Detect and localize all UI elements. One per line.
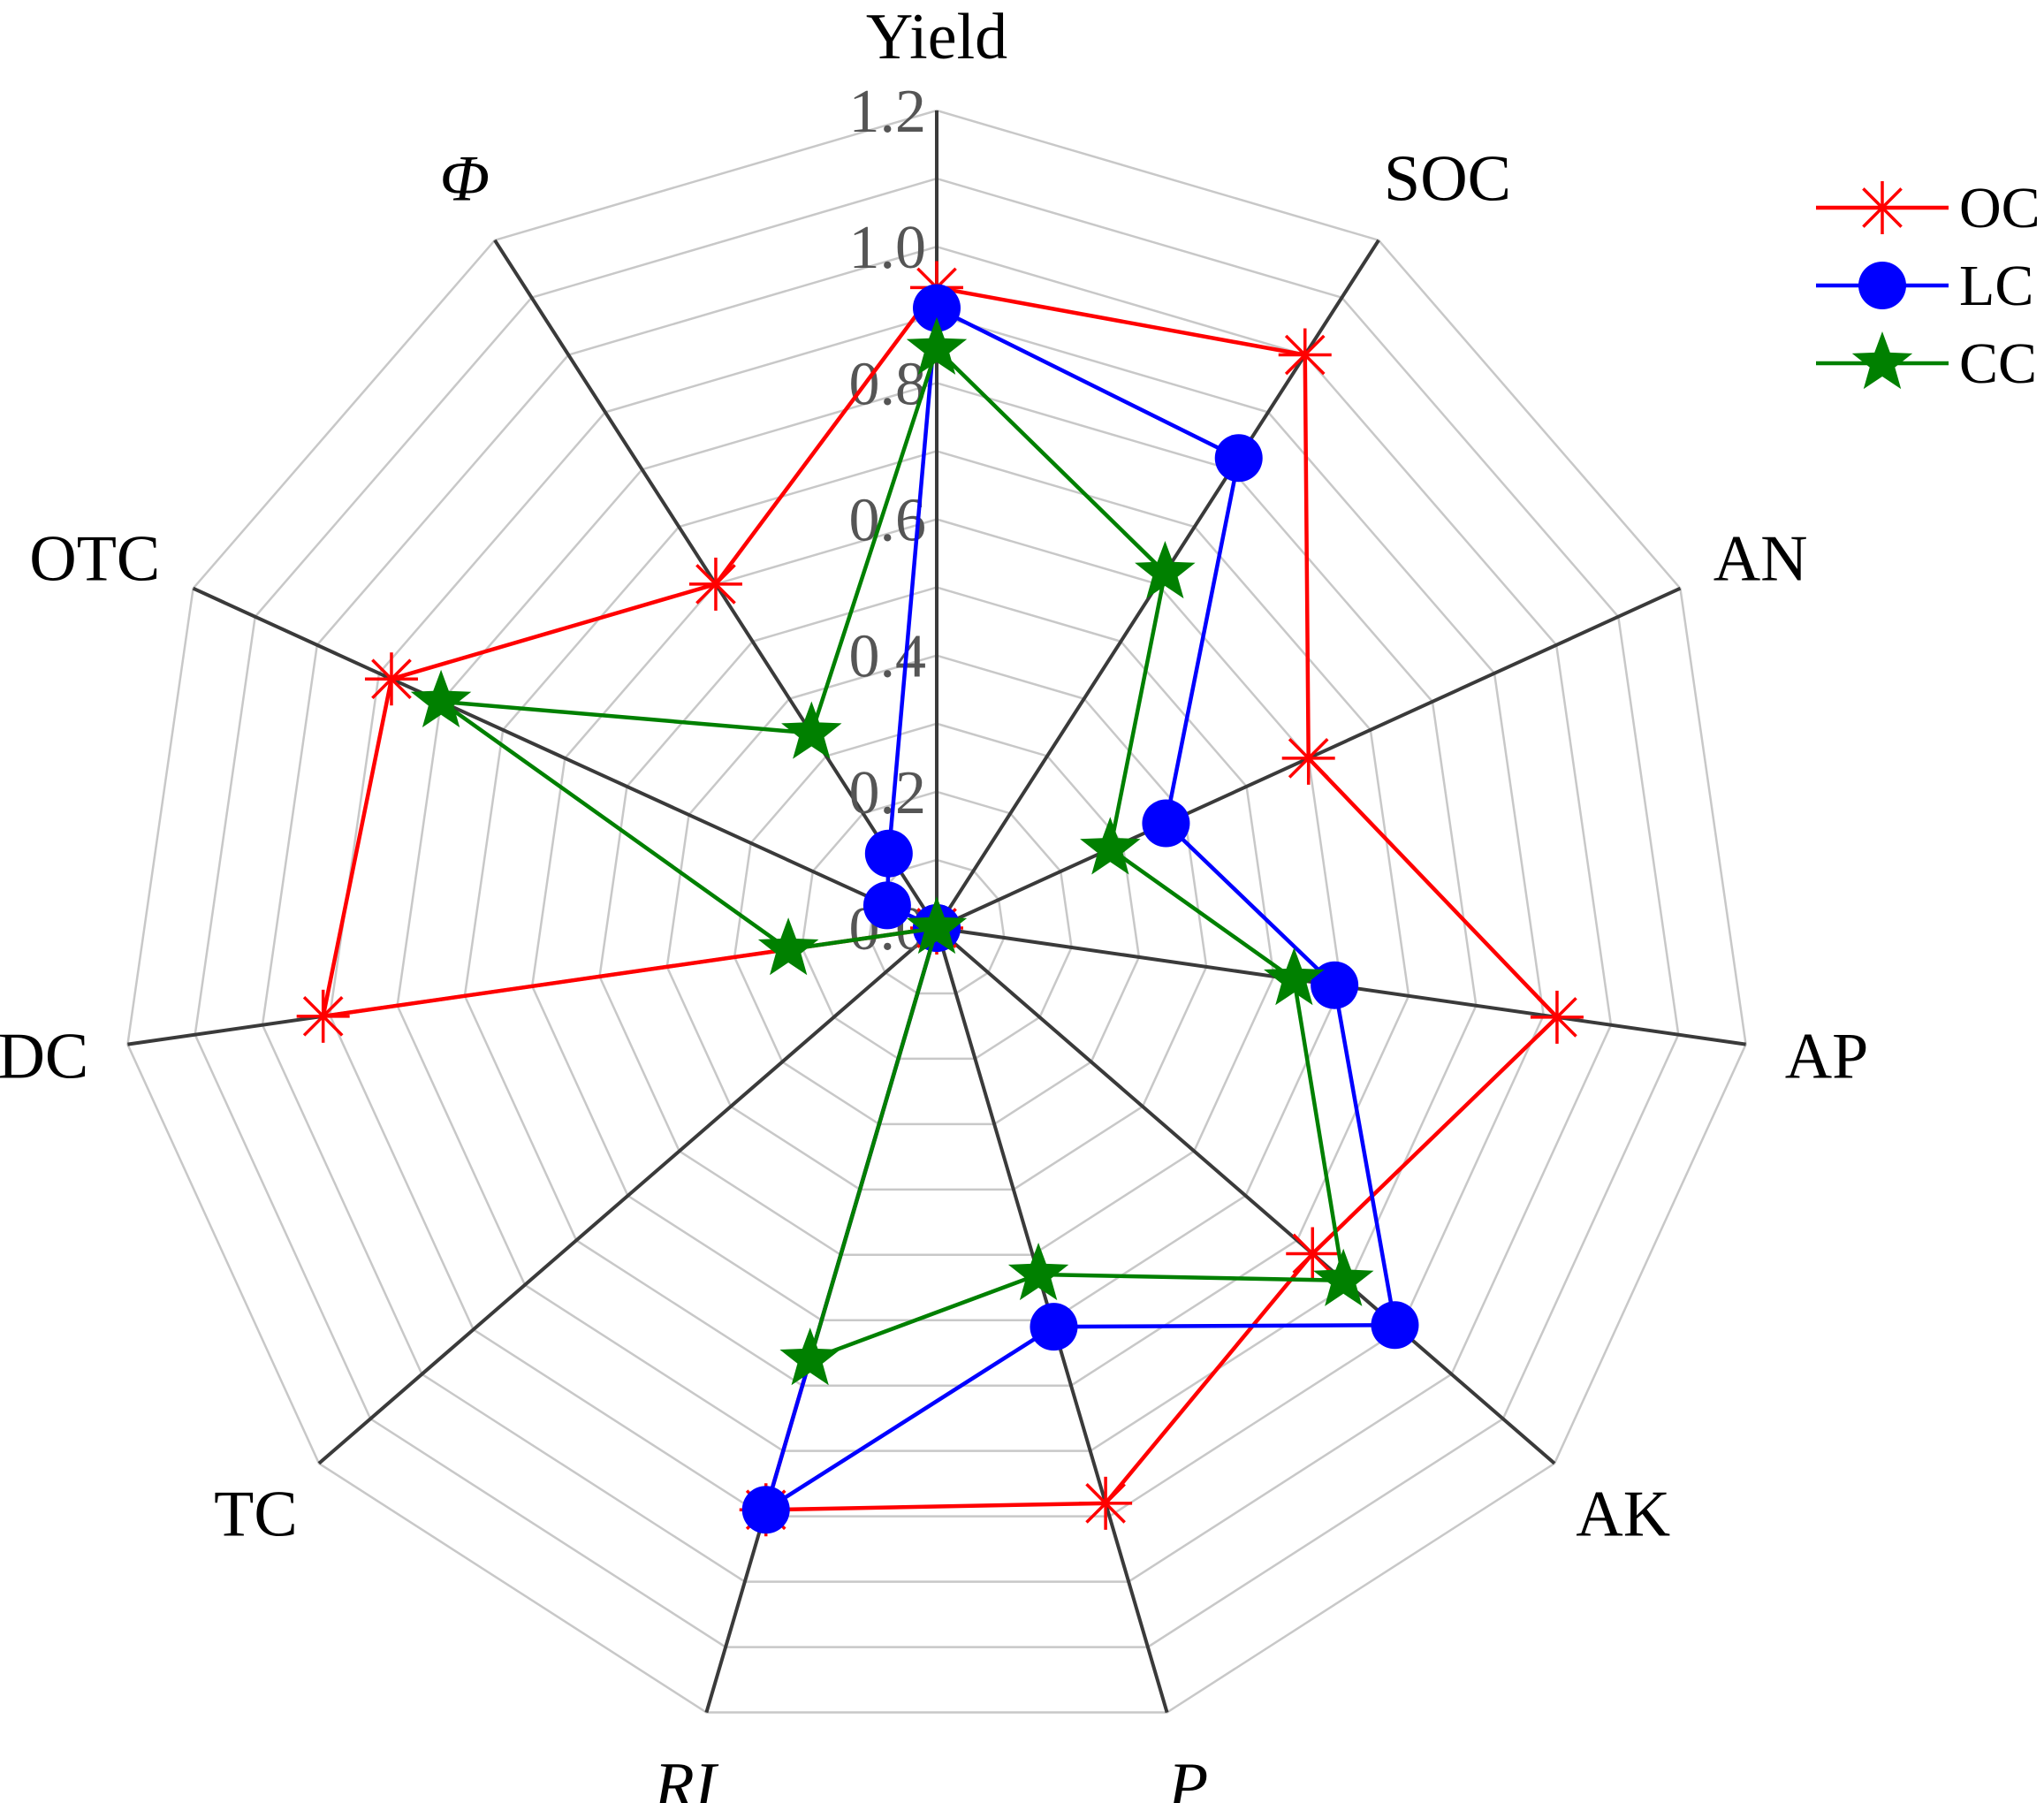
grid-ring <box>396 382 1478 1452</box>
data-point-lc <box>1371 1301 1419 1350</box>
axis-label: Yield <box>866 1 1007 73</box>
axis-label: RI <box>654 1750 719 1803</box>
data-point-oc <box>1278 328 1332 382</box>
data-point-lc <box>1142 799 1190 848</box>
series-cc-line <box>434 345 1346 1363</box>
axis-label: OTC <box>29 522 160 595</box>
data-series <box>296 261 1584 1537</box>
axis-labels: Yield SOC AN AP AK P RI TC DC OTC Φ <box>0 1 1868 1803</box>
data-point-oc <box>688 557 742 611</box>
radial-tick-labels: 0.00.20.40.60.81.01.2 <box>849 78 927 963</box>
grid-ring <box>329 313 1545 1518</box>
data-point-cc <box>757 917 819 976</box>
data-point-cc <box>906 896 968 955</box>
data-point-lc <box>1030 1303 1078 1351</box>
data-point-cc <box>1080 817 1141 875</box>
axis-label: TC <box>214 1478 298 1550</box>
data-point-oc <box>1281 731 1335 785</box>
axis-label: Φ <box>440 142 490 215</box>
axis-label: DC <box>0 1021 88 1093</box>
legend-label: OC <box>1959 176 2040 240</box>
data-point-cc <box>1007 1243 1069 1301</box>
data-point-oc <box>364 652 418 706</box>
data-point-cc <box>1313 1248 1374 1306</box>
data-point-lc <box>913 284 961 332</box>
grid-ring <box>530 518 1343 1322</box>
grid-ring <box>598 586 1275 1257</box>
grid-ring <box>665 654 1208 1191</box>
legend-item-lc: LC <box>1816 254 2033 318</box>
data-point-lc <box>1214 434 1263 483</box>
legend-marker-lc <box>1858 262 1906 309</box>
data-point-oc <box>296 989 350 1043</box>
axis-label: AN <box>1713 522 1808 595</box>
data-point-oc <box>1079 1476 1133 1530</box>
data-point-oc <box>1530 990 1584 1044</box>
series-cc <box>410 316 1374 1386</box>
tick-label: 0.8 <box>849 350 927 418</box>
radar-grid <box>126 109 1747 1714</box>
axis-label: AP <box>1785 1021 1869 1093</box>
data-point-lc <box>741 1486 790 1534</box>
grid-ring <box>261 245 1613 1583</box>
axis-spoke <box>317 926 938 1465</box>
axis-label: SOC <box>1384 142 1511 215</box>
legend-item-oc: OC <box>1816 176 2040 240</box>
legend: OC LC CC <box>1816 176 2040 396</box>
tick-label: 1.0 <box>849 214 927 282</box>
data-point-lc <box>864 829 913 878</box>
axis-label: AK <box>1576 1478 1670 1550</box>
data-point-cc <box>906 316 968 375</box>
data-point-cc <box>410 669 472 727</box>
tick-label: 0.2 <box>849 759 927 827</box>
grid-ring <box>801 790 1073 1061</box>
data-point-cc <box>1135 541 1196 599</box>
legend-marker-cc <box>1851 331 1913 390</box>
legend-item-cc: CC <box>1816 331 2037 396</box>
data-point-cc <box>1264 947 1325 1006</box>
legend-label: CC <box>1959 331 2037 396</box>
grid-ring <box>194 177 1680 1648</box>
data-point-cc <box>781 701 842 759</box>
axis-spoke <box>935 926 1556 1465</box>
tick-label: 0.4 <box>849 623 927 691</box>
legend-marker-oc <box>1856 181 1909 234</box>
series-oc-line <box>320 285 1561 1512</box>
data-point-cc <box>779 1328 840 1386</box>
legend-label: LC <box>1959 254 2033 318</box>
tick-label: 1.2 <box>849 78 927 146</box>
axis-label: P <box>1167 1750 1208 1803</box>
data-point-lc <box>862 881 911 930</box>
grid-ring <box>463 450 1410 1387</box>
grid-ring <box>126 109 1747 1714</box>
data-point-lc <box>1311 961 1359 1009</box>
axis-spoke <box>192 586 938 930</box>
data-point-oc <box>1286 1227 1340 1281</box>
